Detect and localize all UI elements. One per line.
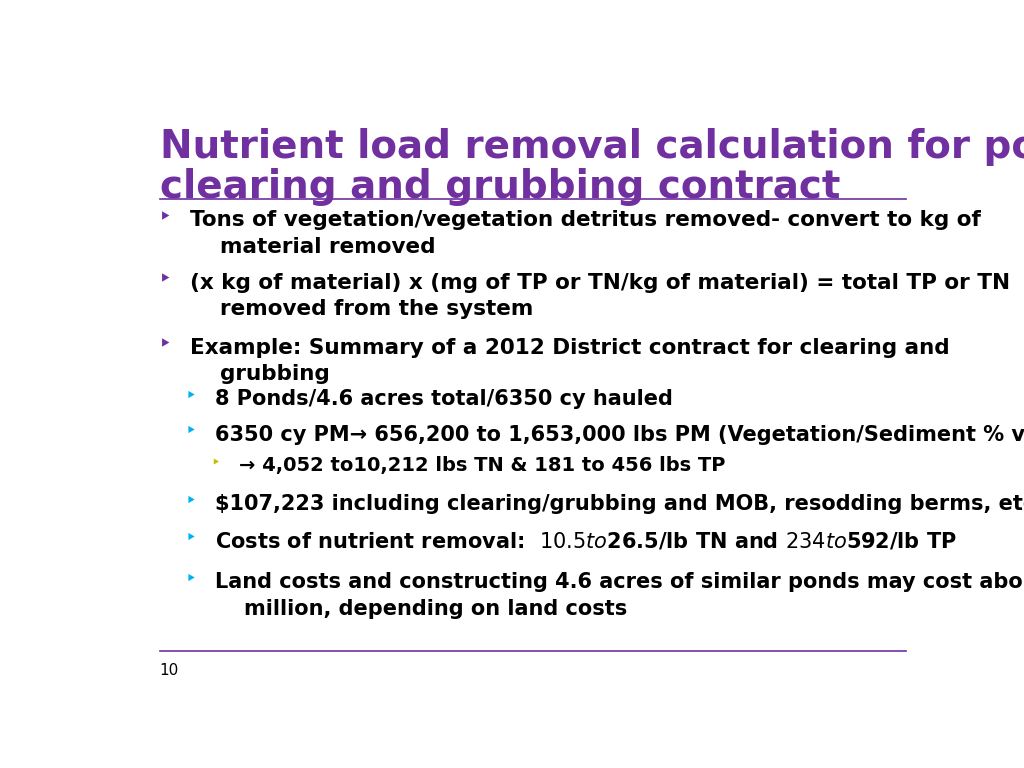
Text: Tons of vegetation/vegetation detritus removed- convert to kg of
    material re: Tons of vegetation/vegetation detritus r… [189,210,981,257]
Text: clearing and grubbing contract: clearing and grubbing contract [160,168,840,206]
Text: Land costs and constructing 4.6 acres of similar ponds may cost about $2-5
    m: Land costs and constructing 4.6 acres of… [215,572,1024,619]
Text: Example: Summary of a 2012 District contract for clearing and
    grubbing: Example: Summary of a 2012 District cont… [189,338,949,384]
Text: (x kg of material) x (mg of TP or TN/kg of material) = total TP or TN
    remove: (x kg of material) x (mg of TP or TN/kg … [189,273,1010,319]
Text: 8 Ponds/4.6 acres total/6350 cy hauled: 8 Ponds/4.6 acres total/6350 cy hauled [215,389,673,409]
Text: 10: 10 [160,663,179,678]
Text: 6350 cy PM→ 656,200 to 1,653,000 lbs PM (Vegetation/Sediment % varied): 6350 cy PM→ 656,200 to 1,653,000 lbs PM … [215,425,1024,445]
Text: Nutrient load removal calculation for pond: Nutrient load removal calculation for po… [160,127,1024,166]
Text: Costs of nutrient removal:  $10.5 to $26.5/lb TN and $234 to $592/lb TP: Costs of nutrient removal: $10.5 to $26.… [215,531,957,552]
Text: $107,223 including clearing/grubbing and MOB, resodding berms, etc.: $107,223 including clearing/grubbing and… [215,495,1024,515]
Text: → 4,052 to10,212 lbs TN & 181 to 456 lbs TP: → 4,052 to10,212 lbs TN & 181 to 456 lbs… [240,456,725,475]
